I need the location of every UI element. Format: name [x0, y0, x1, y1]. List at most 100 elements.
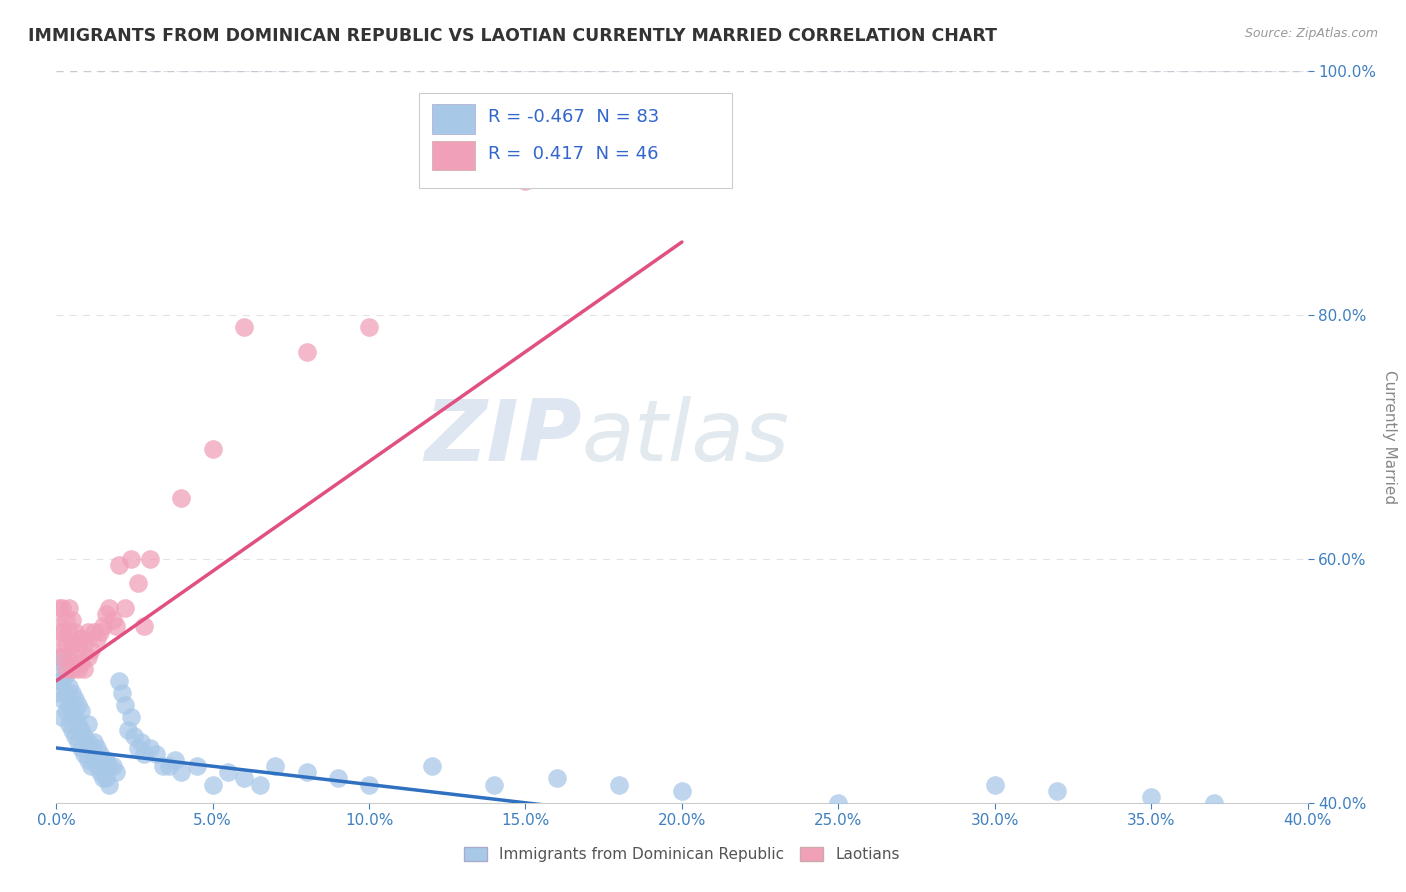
Point [48, 600, 70, 615]
Point [70, 740, 93, 755]
Point [51, 649, 73, 664]
Point [48, 637, 70, 651]
Text: IMMIGRANTS FROM DOMINICAN REPUBLIC VS LAOTIAN CURRENTLY MARRIED CORRELATION CHAR: IMMIGRANTS FROM DOMINICAN REPUBLIC VS LA… [28, 27, 997, 45]
Point [546, 772, 568, 786]
Point [70, 631, 93, 645]
Point [170, 491, 193, 505]
Point [73, 729, 96, 743]
Text: R = -0.467  N = 83: R = -0.467 N = 83 [488, 109, 659, 127]
Point [139, 740, 162, 755]
Legend: Immigrants from Dominican Republic, Laotians: Immigrants from Dominican Republic, Laot… [458, 841, 905, 868]
Point [127, 740, 149, 755]
Point [67, 637, 90, 651]
Point [515, 174, 537, 188]
Point [120, 552, 142, 566]
Point [233, 320, 256, 334]
Point [58, 649, 80, 664]
Point [55, 705, 77, 719]
FancyBboxPatch shape [432, 141, 475, 170]
Point [58, 680, 80, 694]
Y-axis label: Currently Married: Currently Married [1382, 370, 1396, 504]
Point [67, 735, 90, 749]
Point [83, 735, 105, 749]
Point [60, 686, 83, 700]
Point [51, 656, 73, 670]
Point [91, 753, 114, 767]
Point [1265, 869, 1288, 883]
FancyBboxPatch shape [419, 94, 733, 188]
Point [76, 735, 98, 749]
Point [114, 698, 136, 713]
Point [48, 673, 70, 688]
Point [48, 619, 70, 633]
Point [108, 558, 131, 573]
Point [89, 747, 111, 761]
Text: Source: ZipAtlas.com: Source: ZipAtlas.com [1244, 27, 1378, 40]
Point [51, 673, 73, 688]
Point [76, 753, 98, 767]
Point [132, 747, 155, 761]
Point [60, 723, 83, 737]
Point [51, 710, 73, 724]
Point [98, 778, 121, 792]
Point [295, 344, 318, 359]
Point [108, 673, 131, 688]
Point [51, 600, 73, 615]
Point [58, 716, 80, 731]
Point [984, 778, 1007, 792]
Point [96, 772, 118, 786]
Point [70, 656, 93, 670]
Point [132, 619, 155, 633]
Point [104, 619, 127, 633]
Point [114, 600, 136, 615]
Point [79, 643, 101, 657]
Point [67, 698, 90, 713]
Point [55, 613, 77, 627]
Point [104, 765, 127, 780]
Point [60, 613, 83, 627]
Point [83, 625, 105, 640]
Point [63, 729, 86, 743]
Point [129, 735, 152, 749]
Point [326, 772, 349, 786]
Point [96, 753, 118, 767]
Point [76, 716, 98, 731]
Point [63, 625, 86, 640]
Point [96, 607, 118, 621]
Point [67, 662, 90, 676]
Point [48, 686, 70, 700]
Point [58, 698, 80, 713]
Point [48, 662, 70, 676]
Point [827, 796, 849, 810]
Point [609, 778, 631, 792]
Point [63, 692, 86, 706]
Point [139, 552, 162, 566]
Point [89, 625, 111, 640]
Point [70, 723, 93, 737]
Point [127, 576, 149, 591]
Point [101, 759, 124, 773]
Point [264, 759, 287, 773]
Point [165, 753, 187, 767]
Point [51, 692, 73, 706]
Point [60, 662, 83, 676]
Point [60, 705, 83, 719]
Point [91, 619, 114, 633]
Point [91, 772, 114, 786]
Point [63, 710, 86, 724]
Point [83, 753, 105, 767]
Point [1046, 783, 1069, 797]
Point [98, 600, 121, 615]
Point [1140, 789, 1163, 804]
Point [86, 759, 108, 773]
Point [89, 765, 111, 780]
Point [58, 600, 80, 615]
Point [117, 723, 139, 737]
Point [359, 778, 381, 792]
Text: R =  0.417  N = 46: R = 0.417 N = 46 [488, 145, 658, 163]
Point [249, 778, 271, 792]
Point [152, 759, 174, 773]
Point [79, 759, 101, 773]
Point [73, 662, 96, 676]
Point [217, 765, 239, 780]
